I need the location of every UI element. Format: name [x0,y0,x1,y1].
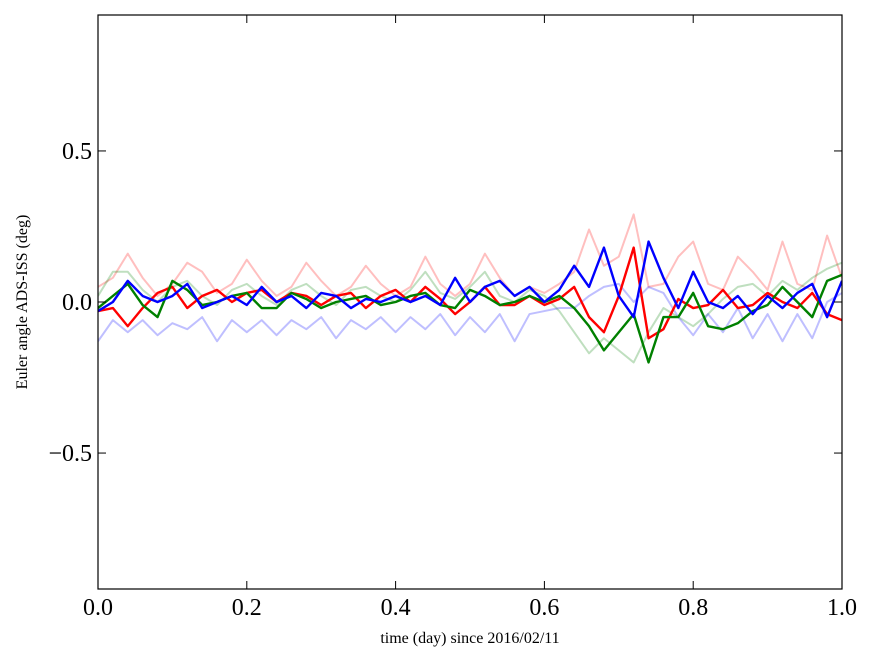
y-axis-label: Euler angle ADS-ISS (deg) [14,215,31,390]
y-tick-label: 0.0 [62,290,92,316]
tick-layer: 0.0 0.2 0.4 0.6 0.8 1.0 −0.5 0.0 0.5 [48,15,857,621]
y-tick-label: −0.5 [48,441,92,467]
series-line-5 [98,240,842,319]
series-layer [98,213,842,364]
x-tick-label: 0.4 [381,595,411,621]
x-tick-label: 0.0 [83,595,113,621]
plot-frame [97,14,843,590]
series-line-0 [98,213,842,297]
x-tick-label: 0.2 [232,595,262,621]
x-axis-label: time (day) since 2016/02/11 [380,630,559,647]
x-tick-label: 0.8 [678,595,708,621]
x-tick-label: 1.0 [827,595,857,621]
series-line-2 [98,282,842,343]
y-tick-label: 0.5 [62,139,92,165]
x-tick-label: 0.6 [529,595,559,621]
